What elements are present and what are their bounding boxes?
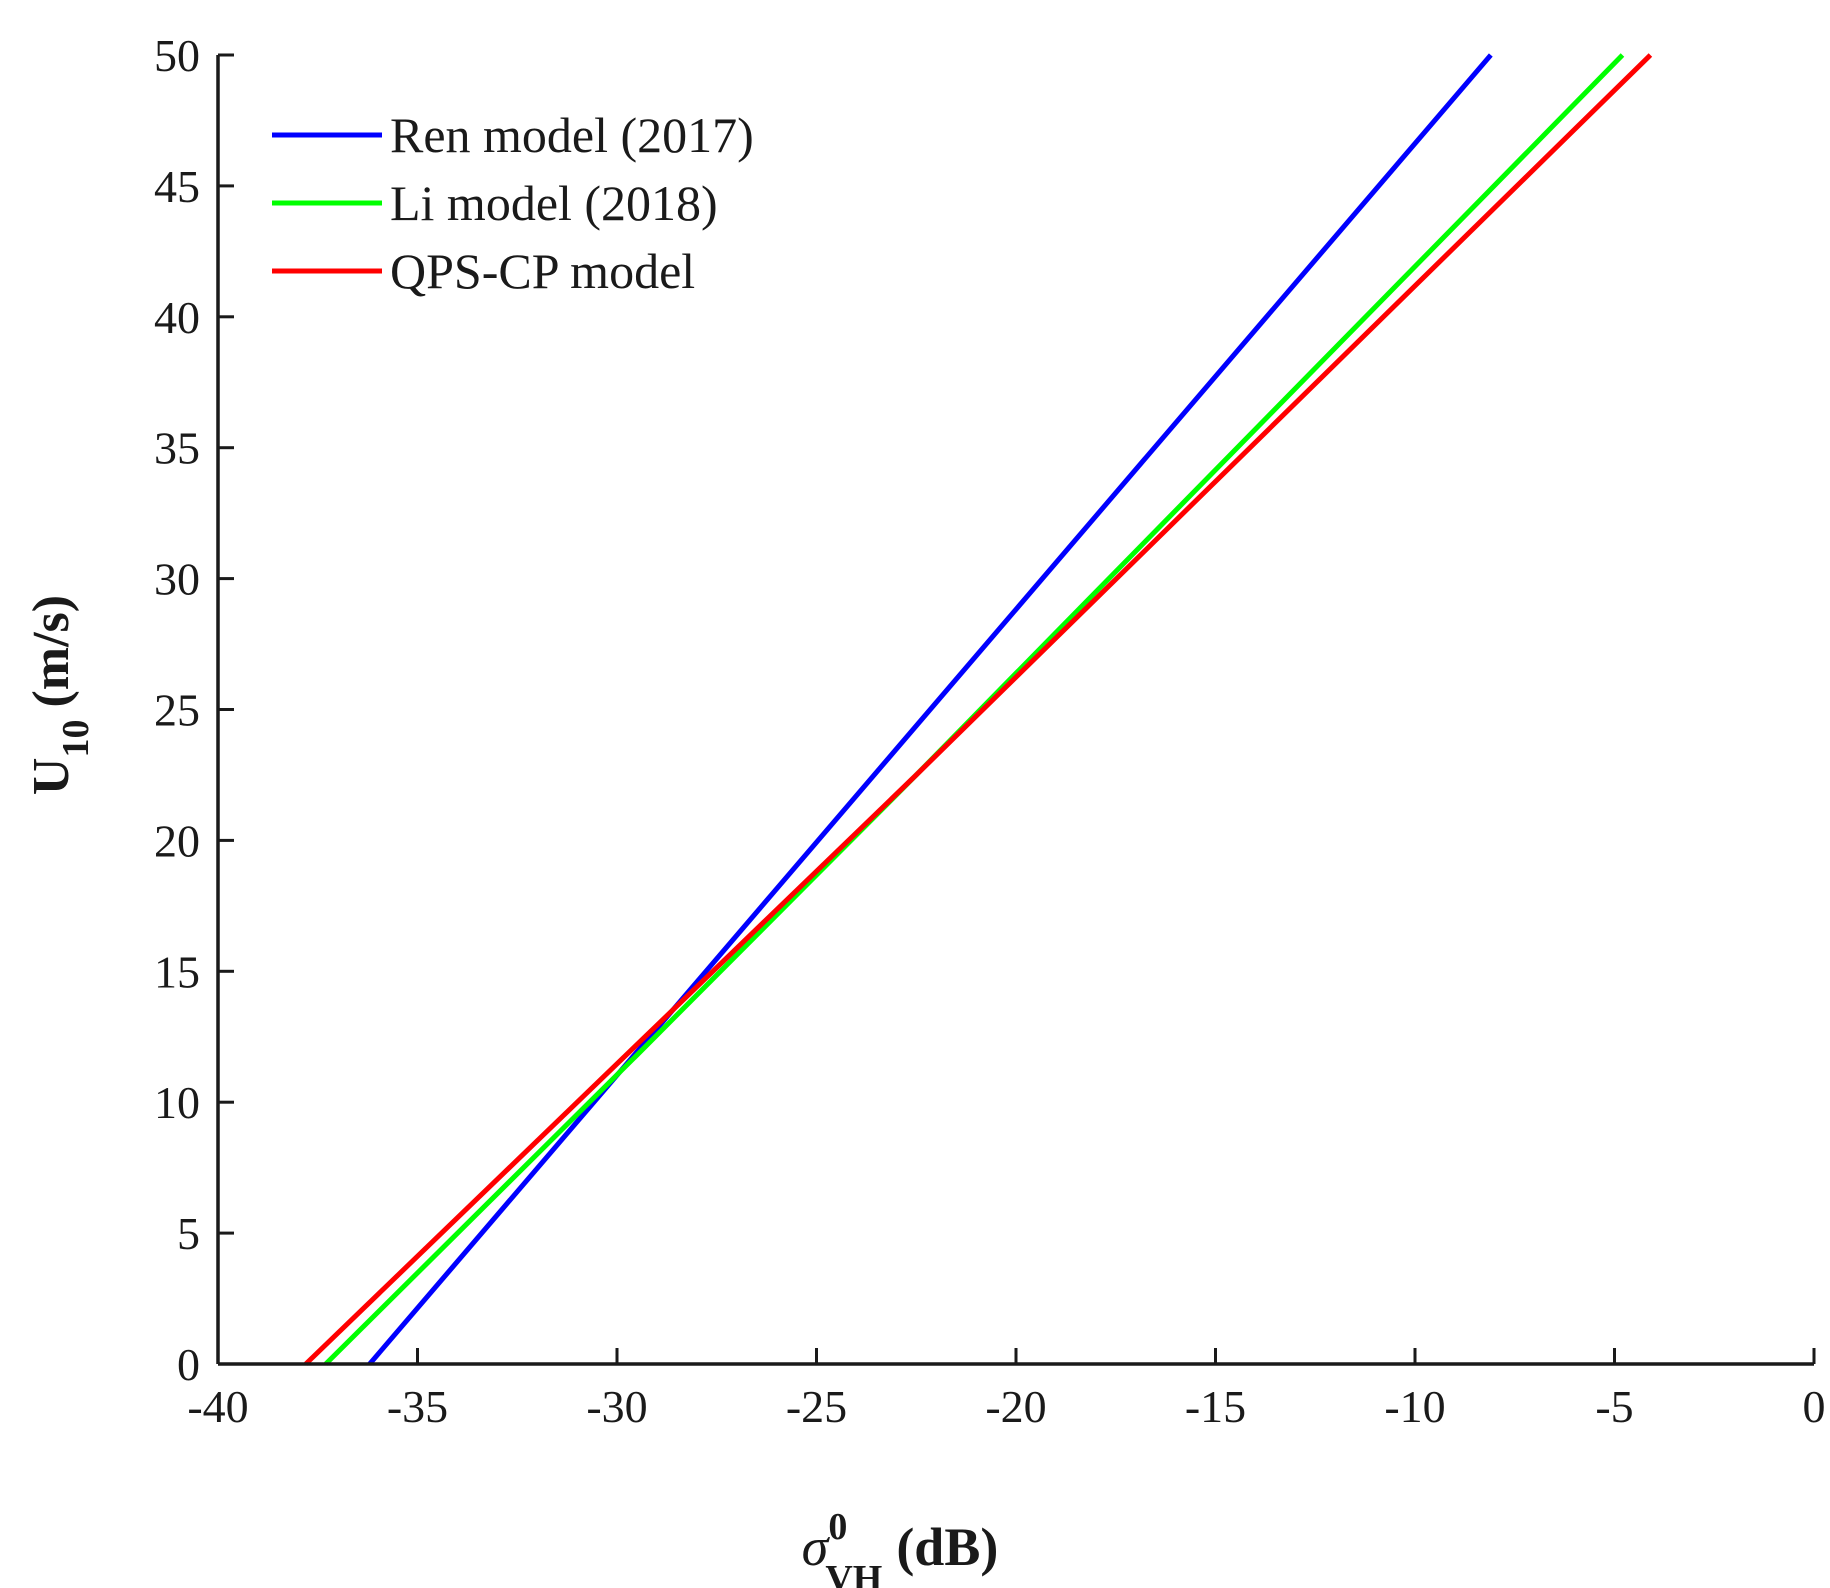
x-tick-label: -25 xyxy=(786,1381,847,1432)
y-tick-label: 30 xyxy=(154,554,200,605)
x-tick-label: -35 xyxy=(387,1381,448,1432)
x-axis-unit: (dB) xyxy=(896,1517,998,1577)
y-tick-label: 50 xyxy=(154,30,200,81)
x-tick-label: -40 xyxy=(187,1381,248,1432)
series-line-1 xyxy=(367,53,1493,1366)
y-axis-label: U10 (m/s) xyxy=(23,595,97,795)
y-axis-symbol: U xyxy=(23,758,80,796)
series-line-3 xyxy=(304,53,1653,1366)
x-tick-label: -30 xyxy=(586,1381,647,1432)
x-axis-label: σ0 VH (dB) xyxy=(802,1506,999,1588)
legend-label-1: Ren model (2017) xyxy=(390,107,754,163)
x-axis-subscript: VH xyxy=(825,1558,882,1588)
y-tick-label: 5 xyxy=(177,1208,200,1259)
x-tick-label: -10 xyxy=(1384,1381,1445,1432)
y-tick-label: 35 xyxy=(154,423,200,474)
y-axis-subscript: 10 xyxy=(55,720,97,758)
x-axis-symbol: σ xyxy=(802,1517,831,1577)
x-tick-label: -20 xyxy=(985,1381,1046,1432)
x-axis-superscript: 0 xyxy=(828,1506,847,1548)
ticks: -40 -35 -30 -25 -20 -15 -10 -5 0 0 5 10 15 20 25 30 35 40… xyxy=(154,30,1826,1432)
y-tick-label: 0 xyxy=(177,1339,200,1390)
y-tick-label: 45 xyxy=(154,161,200,212)
x-tick-label: 0 xyxy=(1803,1381,1826,1432)
y-tick-label: 40 xyxy=(154,292,200,343)
legend: Ren model (2017) Li model (2018) QPS-CP mo… xyxy=(272,107,754,299)
series-line-2 xyxy=(323,53,1625,1366)
plot-lines xyxy=(304,53,1653,1366)
y-tick-label: 15 xyxy=(154,946,200,997)
y-axis-unit: (m/s) xyxy=(23,595,80,708)
x-tick-label: -5 xyxy=(1595,1381,1633,1432)
y-tick-label: 10 xyxy=(154,1077,200,1128)
legend-label-3: QPS-CP model xyxy=(390,243,695,299)
legend-label-2: Li model (2018) xyxy=(390,175,718,231)
y-tick-label: 20 xyxy=(154,815,200,866)
y-tick-label: 25 xyxy=(154,685,200,736)
x-tick-label: -15 xyxy=(1185,1381,1246,1432)
